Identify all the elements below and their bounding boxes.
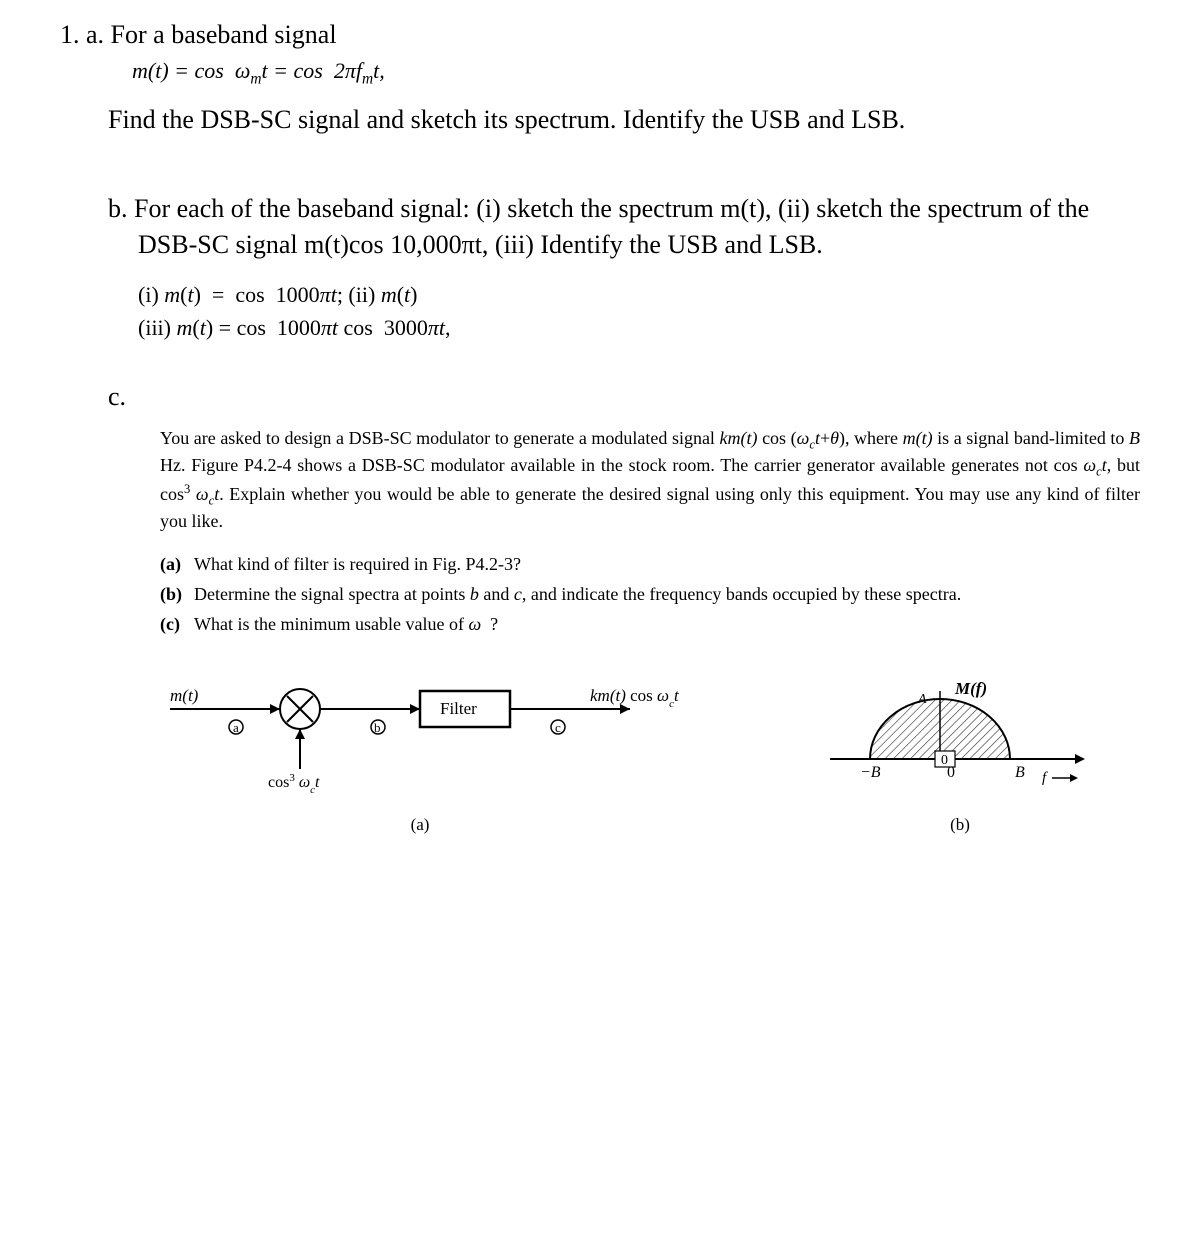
figure-b-caption: (b) [820, 815, 1100, 835]
q1b-sub-i: (i) m(t) = cos 1000πt; (ii) m(t) [138, 278, 1140, 311]
q1a-formula: m(t) = cos ωmt = cos 2πfmt, [132, 58, 1140, 88]
q1c-item-b: (b)Determine the signal spectra at point… [160, 582, 1140, 606]
svg-text:a: a [233, 720, 239, 735]
spectrum-diagram-b: M(f) A −B 0 B f 0 [820, 679, 1100, 809]
q1b-sub-list: (i) m(t) = cos 1000πt; (ii) m(t) (iii) m… [138, 278, 1140, 344]
q1c-sublist: (a)What kind of filter is required in Fi… [160, 552, 1140, 637]
svg-text:m(t): m(t) [170, 686, 199, 705]
q1c-item-a: (a)What kind of filter is required in Fi… [160, 552, 1140, 576]
block-diagram-a: m(t) a cos3 ωct b Filter [160, 679, 680, 809]
figure-a-container: m(t) a cos3 ωct b Filter [160, 679, 680, 835]
q1b-sub-iii: (iii) m(t) = cos 1000πt cos 3000πt, [138, 311, 1140, 344]
figure-row: m(t) a cos3 ωct b Filter [160, 679, 1140, 835]
svg-text:cos3 ωct: cos3 ωct [268, 772, 320, 796]
q1a-heading: 1. a. For a baseband signal [60, 20, 1140, 50]
svg-text:A: A [917, 692, 927, 707]
q1c-item-c: (c)What is the minimum usable value of ω… [160, 612, 1140, 636]
svg-text:f: f [1042, 770, 1048, 786]
svg-text:c: c [555, 720, 561, 735]
svg-text:b: b [374, 720, 381, 735]
figure-a-caption: (a) [160, 815, 680, 835]
svg-text:Filter: Filter [440, 699, 477, 718]
svg-text:0: 0 [941, 753, 948, 768]
svg-text:B: B [1015, 764, 1025, 781]
q1c-paragraph: You are asked to design a DSB-SC modulat… [160, 426, 1140, 534]
q1c-label: c. [108, 382, 1140, 412]
q1b-body: b. For each of the baseband signal: (i) … [108, 191, 1140, 264]
svg-text:M(f): M(f) [954, 679, 987, 698]
figure-b-container: M(f) A −B 0 B f 0 (b) [820, 679, 1100, 835]
q1a-body: Find the DSB-SC signal and sketch its sp… [108, 102, 1140, 138]
svg-text:km(t) cos ωct: km(t) cos ωct [590, 686, 680, 710]
svg-text:−B: −B [860, 764, 881, 781]
